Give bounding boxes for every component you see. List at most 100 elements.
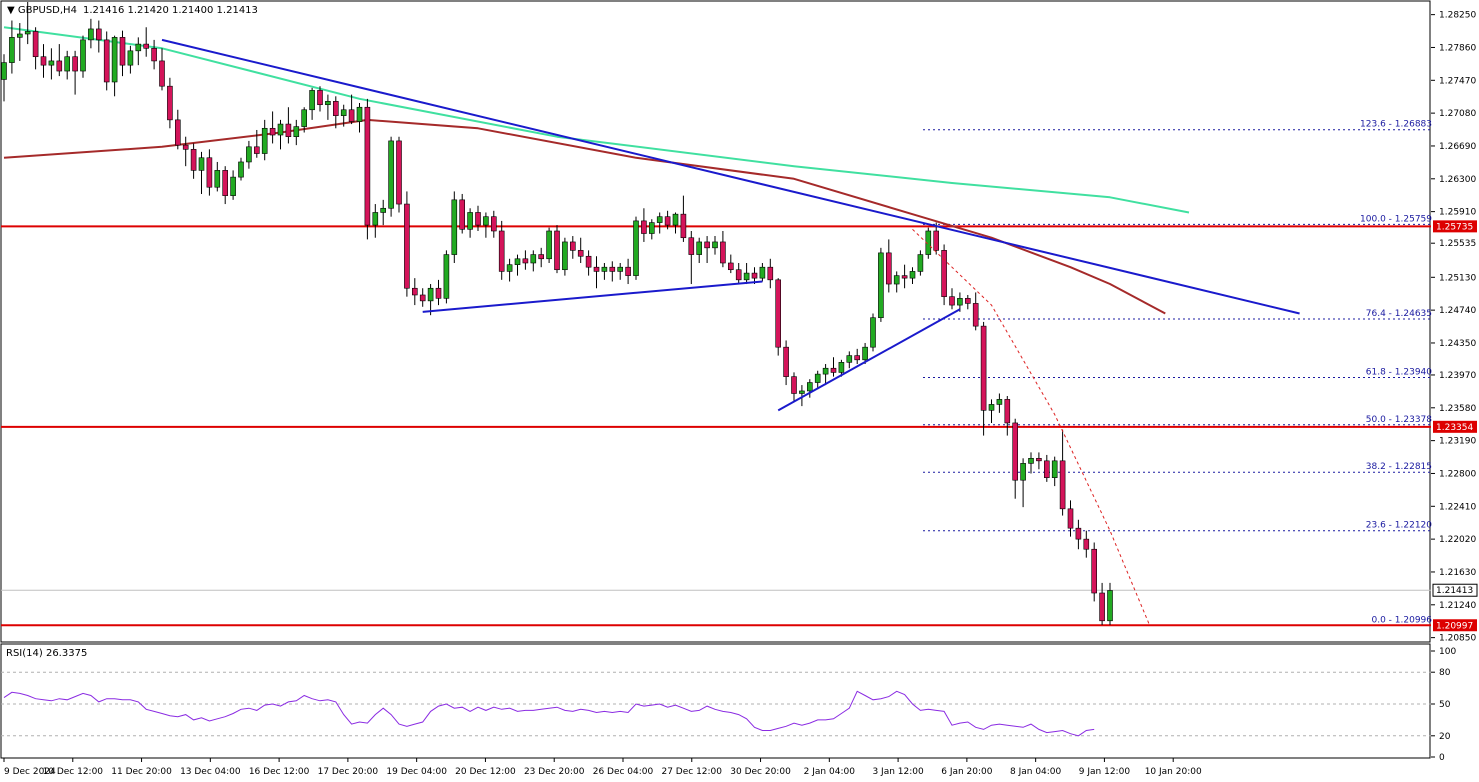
candle-body bbox=[743, 272, 750, 281]
candle-body bbox=[277, 123, 284, 136]
candle bbox=[238, 157, 244, 181]
candle-body bbox=[380, 207, 387, 213]
fib-label: 61.8 - 1.23940 bbox=[1366, 367, 1432, 377]
candle bbox=[498, 220, 505, 280]
candle-body bbox=[735, 269, 742, 281]
candle-body bbox=[806, 382, 813, 392]
candle-body bbox=[522, 258, 529, 264]
candle bbox=[1036, 452, 1042, 470]
candle-body bbox=[111, 37, 118, 83]
candle-body bbox=[680, 213, 687, 239]
candle-body bbox=[964, 298, 971, 304]
candle-body bbox=[1028, 458, 1034, 464]
candle-body bbox=[980, 325, 987, 411]
candle bbox=[522, 250, 529, 270]
trendlines bbox=[161, 38, 1300, 412]
candle bbox=[1107, 582, 1113, 626]
price-tick-label: 1.23580 bbox=[1439, 404, 1476, 414]
candle-body bbox=[135, 43, 142, 52]
candle bbox=[24, 2, 31, 45]
candle-body bbox=[799, 390, 805, 394]
time-tick-label: 23 Dec 20:00 bbox=[524, 767, 585, 777]
candle bbox=[727, 254, 734, 274]
candle-body bbox=[1091, 548, 1097, 594]
time-tick-label: 27 Dec 12:00 bbox=[661, 767, 722, 777]
candle bbox=[783, 340, 789, 386]
moving-average-line bbox=[3, 118, 1166, 315]
price-tick-label: 1.26300 bbox=[1439, 175, 1476, 185]
candle-body bbox=[759, 266, 766, 279]
candle-body bbox=[32, 31, 39, 58]
time-tick-label: 11 Dec 20:00 bbox=[111, 767, 172, 777]
candle bbox=[641, 208, 647, 242]
candle bbox=[1059, 429, 1066, 516]
candle-body bbox=[933, 230, 940, 251]
candle bbox=[246, 140, 252, 169]
candle-body bbox=[996, 399, 1003, 405]
price-tick-label: 1.27470 bbox=[1439, 76, 1476, 86]
candle bbox=[941, 244, 947, 306]
candle bbox=[648, 219, 655, 240]
rsi-panel-frame bbox=[0, 643, 1431, 759]
red-dashed-path bbox=[912, 228, 1150, 626]
candle-body bbox=[546, 230, 552, 260]
candle bbox=[909, 267, 916, 285]
candle bbox=[656, 212, 663, 234]
fib-label: 123.6 - 1.26883 bbox=[1360, 120, 1432, 130]
rsi-panel: 100 80 50 20 0 bbox=[1, 647, 1456, 763]
time-tick-label: 9 Jan 12:00 bbox=[1079, 767, 1131, 777]
candle bbox=[901, 264, 908, 289]
candle-body bbox=[80, 39, 86, 72]
candle-body bbox=[459, 199, 466, 230]
symbol-name: GBPUSD,H4 bbox=[18, 5, 77, 16]
candle-body bbox=[356, 106, 363, 122]
candle-body bbox=[1020, 463, 1026, 481]
price-tick-label: 1.27860 bbox=[1439, 43, 1476, 53]
candle-body bbox=[538, 254, 545, 260]
candle bbox=[167, 77, 173, 129]
price-tick-label: 1.24740 bbox=[1439, 306, 1476, 316]
candle bbox=[135, 37, 142, 66]
candle bbox=[427, 284, 434, 316]
candle-body bbox=[704, 241, 710, 249]
candle bbox=[88, 18, 94, 49]
candle-body bbox=[988, 404, 995, 411]
candle bbox=[791, 372, 797, 402]
candle bbox=[159, 48, 165, 91]
candle bbox=[48, 48, 55, 80]
price-tick-label: 1.22410 bbox=[1439, 502, 1476, 512]
symbol-header: ▼ GBPUSD,H4 1.21416 1.21420 1.21400 1.214… bbox=[7, 5, 258, 16]
rsi-tick-label: 20 bbox=[1439, 732, 1451, 742]
candle-body bbox=[617, 266, 624, 272]
candle bbox=[261, 119, 268, 161]
candle bbox=[309, 87, 315, 120]
candle-body bbox=[167, 85, 173, 121]
level-price-label: 1.25735 bbox=[1436, 222, 1473, 232]
candle-body bbox=[159, 60, 165, 87]
candle bbox=[838, 359, 845, 377]
candle-body bbox=[388, 140, 394, 209]
candle-body bbox=[222, 170, 228, 196]
candle-body bbox=[340, 109, 347, 116]
candle-body bbox=[641, 220, 647, 234]
time-tick-label: 20 Dec 12:00 bbox=[455, 767, 516, 777]
candle bbox=[127, 45, 134, 74]
price-tick-label: 1.28250 bbox=[1439, 11, 1476, 21]
candle bbox=[672, 212, 679, 234]
candle bbox=[1012, 418, 1019, 499]
candle-body bbox=[96, 28, 102, 41]
candle bbox=[9, 20, 15, 74]
collapse-arrow-icon[interactable]: ▼ bbox=[7, 5, 18, 16]
candle-body bbox=[593, 266, 600, 272]
candle-body bbox=[467, 212, 473, 230]
current-price-tag bbox=[1432, 583, 1478, 597]
candle bbox=[601, 262, 608, 280]
candle bbox=[846, 351, 853, 369]
candle-body bbox=[261, 127, 268, 154]
candle bbox=[988, 399, 995, 423]
candle-body bbox=[838, 362, 845, 373]
candle bbox=[451, 191, 458, 263]
candle bbox=[554, 225, 560, 274]
